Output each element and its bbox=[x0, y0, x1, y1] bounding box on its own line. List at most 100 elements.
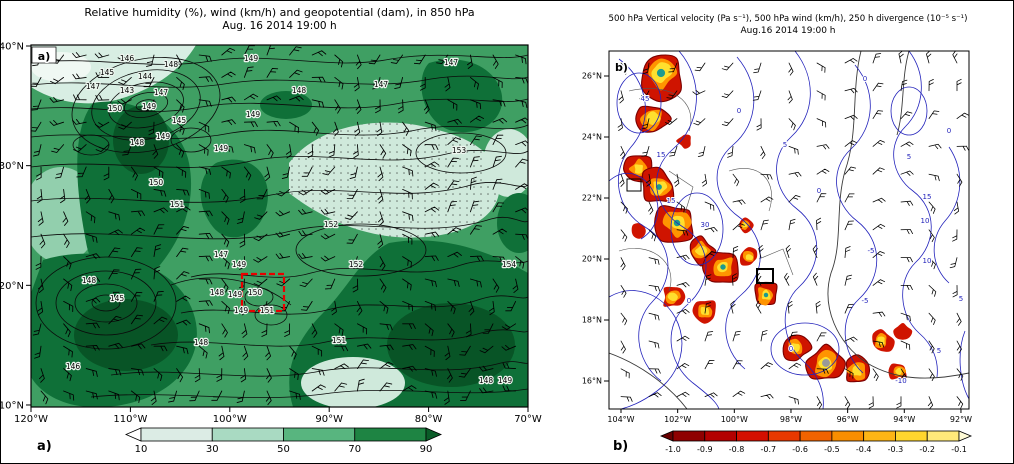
wind-barb bbox=[379, 382, 393, 392]
wind-barb bbox=[108, 229, 123, 236]
map-graphic bbox=[620, 229, 628, 242]
wind-barb bbox=[620, 285, 627, 298]
wind-barb bbox=[760, 393, 774, 400]
wind-barb bbox=[424, 121, 437, 132]
map-graphic bbox=[424, 206, 440, 213]
map-graphic bbox=[63, 390, 75, 401]
wind-barb bbox=[900, 79, 908, 92]
wind-barb bbox=[648, 257, 660, 265]
map-graphic bbox=[266, 68, 279, 78]
wind-barb bbox=[379, 256, 386, 271]
wind-barb bbox=[721, 62, 734, 71]
map-graphic bbox=[788, 195, 801, 203]
wind-barb bbox=[320, 208, 336, 215]
wind-barb bbox=[844, 87, 858, 94]
wind-barb bbox=[402, 121, 410, 136]
wind-barb bbox=[900, 257, 913, 263]
map-graphic bbox=[379, 361, 394, 370]
map-graphic bbox=[324, 278, 336, 290]
map-graphic bbox=[221, 71, 236, 78]
map-graphic bbox=[37, 300, 44, 316]
geopotential-contour-label: 152 bbox=[324, 220, 339, 229]
wind-barb bbox=[788, 362, 802, 370]
wind-barb bbox=[721, 90, 734, 99]
wind-barb bbox=[402, 278, 412, 291]
map-graphic bbox=[732, 173, 740, 187]
map-graphic bbox=[95, 72, 110, 78]
geopotential-contour-label: 147 bbox=[86, 82, 101, 91]
colorbar-b-tick: -0.8 bbox=[729, 445, 745, 454]
map-graphic bbox=[753, 62, 762, 74]
geopotential-contour bbox=[254, 304, 288, 326]
geopotential-contour-label: 149 bbox=[228, 290, 243, 299]
wind-barb bbox=[334, 76, 344, 90]
wind-barb bbox=[378, 211, 384, 226]
humidity-shading-blob bbox=[497, 193, 528, 253]
wind-barb bbox=[289, 368, 299, 380]
wind-barb bbox=[236, 390, 245, 403]
wind-barb bbox=[298, 253, 313, 259]
wind-barb bbox=[953, 201, 960, 215]
wind-barb bbox=[285, 144, 292, 159]
map-graphic bbox=[328, 144, 336, 158]
map-graphic bbox=[900, 79, 908, 92]
wind-barb bbox=[900, 229, 913, 235]
geopotential-contour-label: 145 bbox=[100, 68, 115, 77]
map-graphic bbox=[634, 164, 643, 174]
wind-barb bbox=[704, 302, 712, 314]
wind-barb bbox=[72, 119, 87, 125]
divergence-contour-label: 0 bbox=[863, 75, 867, 83]
map-graphic bbox=[218, 345, 225, 361]
updraft-cell bbox=[676, 134, 691, 149]
map-graphic bbox=[501, 323, 517, 330]
wind-barb bbox=[515, 158, 528, 168]
map-graphic bbox=[928, 229, 935, 243]
map-graphic bbox=[492, 278, 500, 293]
map-graphic bbox=[377, 188, 384, 204]
wind-barb bbox=[447, 251, 462, 258]
geopotential-contour-label: 153 bbox=[452, 146, 467, 155]
wind-barb bbox=[108, 368, 122, 376]
map-graphic bbox=[117, 98, 132, 105]
wind-barb bbox=[198, 166, 212, 175]
map-graphic bbox=[492, 228, 507, 235]
map-graphic bbox=[320, 188, 336, 195]
map-graphic bbox=[788, 362, 802, 370]
wind-barb bbox=[755, 300, 762, 314]
wind-barb bbox=[198, 300, 213, 306]
wind-barb bbox=[275, 253, 291, 259]
map-graphic bbox=[130, 314, 143, 325]
wind-barb bbox=[928, 201, 936, 214]
wind-barb bbox=[108, 269, 120, 280]
divergence-contour-label: 15 bbox=[923, 193, 932, 201]
wind-barb bbox=[732, 199, 746, 205]
panel-a-x-tick: 100°W bbox=[213, 414, 247, 425]
map-graphic bbox=[642, 62, 650, 75]
map-graphic bbox=[402, 188, 413, 200]
panel-a-title: Relative humidity (%), wind (km/h) and g… bbox=[84, 6, 475, 19]
map-graphic bbox=[240, 368, 247, 383]
map-graphic bbox=[465, 323, 472, 338]
geopotential-contour-label: 147 bbox=[444, 58, 459, 67]
wind-barb bbox=[844, 303, 854, 314]
highlight-box bbox=[626, 178, 642, 192]
wind-barb bbox=[289, 345, 297, 360]
map-graphic bbox=[130, 390, 141, 403]
humidity-shading-blob bbox=[483, 129, 528, 197]
wind-barb bbox=[872, 279, 886, 286]
map-graphic bbox=[63, 368, 72, 382]
wind-barb bbox=[812, 272, 819, 286]
panel-a-letter: a) bbox=[37, 439, 52, 454]
study-region-group bbox=[240, 272, 286, 313]
map-graphic bbox=[692, 89, 706, 96]
colorbar-b-tick: -0.5 bbox=[824, 445, 840, 454]
map-graphic bbox=[153, 266, 161, 280]
wind-barb bbox=[844, 274, 853, 286]
map-graphic bbox=[176, 99, 185, 113]
map-graphic bbox=[275, 231, 291, 238]
map-graphic bbox=[444, 76, 451, 92]
map-graphic bbox=[816, 332, 827, 342]
divergence-contour-label: -10 bbox=[895, 377, 906, 385]
wind-barb bbox=[844, 114, 858, 121]
map-graphic bbox=[424, 255, 439, 262]
